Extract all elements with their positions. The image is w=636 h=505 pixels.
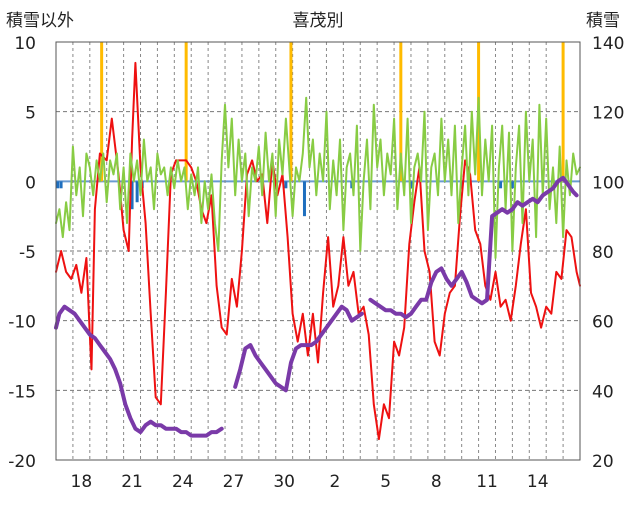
snowfall-bar bbox=[460, 181, 464, 189]
right-tick-label: 100 bbox=[592, 173, 624, 193]
x-tick-label: 18 bbox=[71, 472, 93, 492]
x-tick-label: 21 bbox=[121, 472, 143, 492]
left-tick-label: -15 bbox=[8, 382, 36, 402]
line-layer bbox=[54, 61, 581, 441]
snowfall-bar bbox=[130, 181, 134, 210]
precipitation-bar bbox=[100, 42, 104, 182]
grid bbox=[56, 42, 580, 460]
x-tick-label: 2 bbox=[329, 472, 340, 492]
x-tick-label: 8 bbox=[431, 472, 442, 492]
x-tick-label: 5 bbox=[380, 472, 391, 492]
precipitation-bar bbox=[561, 42, 565, 182]
precipitation-bar bbox=[399, 42, 403, 182]
right-tick-label: 60 bbox=[592, 313, 614, 333]
left-tick-label: 10 bbox=[14, 34, 36, 54]
precipitation-bar bbox=[289, 42, 293, 182]
snowfall-bar bbox=[499, 181, 503, 189]
snowfall-bar bbox=[284, 181, 288, 189]
snowfall-bar bbox=[135, 181, 139, 203]
snowfall-bar bbox=[409, 181, 413, 189]
x-tick-label: 27 bbox=[223, 472, 245, 492]
snowfall-bar bbox=[59, 181, 63, 189]
plot-frame bbox=[55, 41, 581, 461]
temperature-line bbox=[55, 61, 581, 441]
left-tick-label: -10 bbox=[8, 313, 36, 333]
snowfall-bar bbox=[56, 181, 60, 189]
right-tick-label: 140 bbox=[592, 34, 624, 54]
precipitation-bar bbox=[184, 42, 188, 182]
right-axis-label: 積雪 bbox=[586, 11, 620, 31]
chart-title: 喜茂別 bbox=[293, 11, 344, 31]
left-tick-label: 5 bbox=[25, 104, 36, 124]
left-tick-label: -5 bbox=[19, 243, 36, 263]
tick-layer: 10 140 5 120 0 100 -5 80 -10 60 -15 40 -20 20 18 21 24 27… bbox=[8, 34, 624, 492]
right-tick-label: 120 bbox=[592, 104, 624, 124]
x-tick-label: 30 bbox=[273, 472, 295, 492]
snow_depth-line bbox=[54, 175, 579, 438]
snowfall-bar bbox=[302, 181, 306, 217]
right-tick-label: 20 bbox=[592, 452, 614, 472]
x-tick-label: 11 bbox=[476, 472, 498, 492]
x-tick-label: 14 bbox=[527, 472, 549, 492]
left-axis-label: 積雪以外 bbox=[6, 11, 74, 31]
right-tick-label: 40 bbox=[592, 382, 614, 402]
right-tick-label: 80 bbox=[592, 243, 614, 263]
wind-line bbox=[55, 96, 581, 259]
x-tick-label: 24 bbox=[172, 472, 194, 492]
left-tick-label: -20 bbox=[8, 452, 36, 472]
snowfall-bar bbox=[510, 181, 514, 189]
left-tick-label: 0 bbox=[25, 173, 36, 193]
